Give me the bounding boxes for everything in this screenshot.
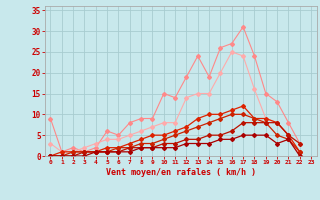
X-axis label: Vent moyen/en rafales ( km/h ): Vent moyen/en rafales ( km/h ) — [106, 168, 256, 177]
